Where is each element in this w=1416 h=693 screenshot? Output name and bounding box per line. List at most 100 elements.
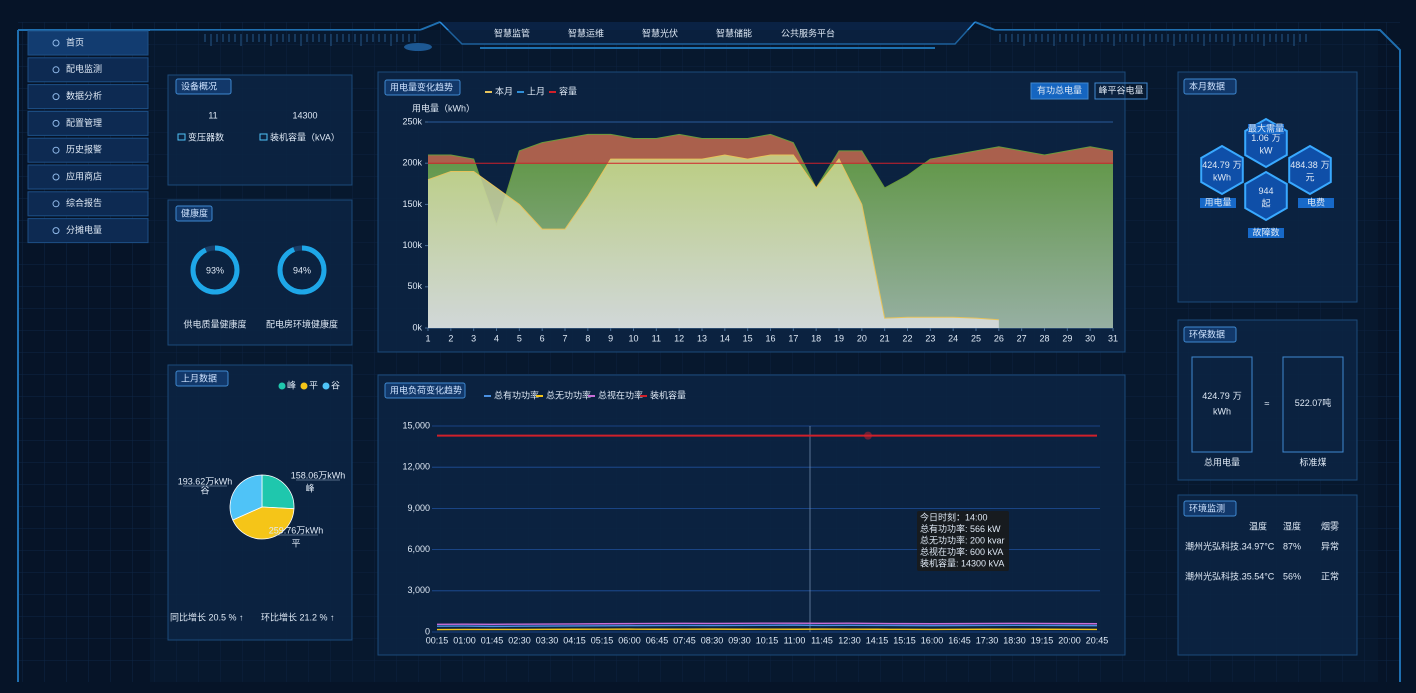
- nav-label: 历史报警: [66, 144, 102, 155]
- x-tick-label: 30: [1085, 333, 1095, 343]
- nav-item[interactable]: [27, 110, 149, 136]
- donut-arc: [277, 245, 327, 295]
- x-tick-label: 20:00: [1058, 635, 1081, 645]
- legend-label: 上月: [527, 86, 545, 96]
- legend-dot: [278, 382, 286, 390]
- button-label[interactable]: 有功总电量: [1037, 84, 1082, 95]
- area-over-capacity: [428, 134, 1113, 164]
- table-cell: 潮州光弘科技...: [1185, 540, 1247, 551]
- title-tag: [1183, 326, 1237, 343]
- nav-label: 数据分析: [66, 90, 102, 101]
- table-cell: 异常: [1321, 540, 1339, 551]
- device-value: 11: [208, 110, 217, 120]
- nav-label: 配电监测: [66, 63, 102, 74]
- pie-slice: [232, 506, 295, 540]
- nav-item[interactable]: [27, 191, 149, 217]
- hover-dot: [864, 431, 872, 440]
- tooltip-line: 今日时刻：14:00: [920, 511, 988, 522]
- tab[interactable]: 智慧监管: [494, 27, 530, 38]
- button[interactable]: [1030, 82, 1089, 100]
- nav-label: 应用商店: [66, 170, 102, 181]
- tab[interactable]: 智慧光伏: [642, 27, 678, 38]
- x-tick-label: 17:30: [976, 635, 999, 645]
- nav-item[interactable]: [27, 164, 149, 190]
- box: [1282, 356, 1344, 453]
- table-header: 温度: [1249, 520, 1267, 531]
- y-tick-label: 9,000: [407, 503, 430, 513]
- x-tick-label: 01:45: [481, 635, 504, 645]
- legend-label: 总视在功率: [598, 389, 643, 400]
- nav-item[interactable]: [27, 57, 149, 83]
- device-label: 变压器数: [188, 131, 224, 142]
- y-tick-label: 15,000: [402, 420, 430, 430]
- device-icon: [259, 133, 268, 141]
- x-tick-label: 16:45: [948, 635, 971, 645]
- x-tick-label: 03:30: [536, 635, 559, 645]
- nav-label: 配置管理: [66, 117, 102, 128]
- nav-icon: [52, 227, 60, 235]
- pie-category-label: 平: [291, 538, 300, 548]
- hex-unit: 起: [1261, 198, 1270, 208]
- x-tick-label: 09:30: [728, 635, 751, 645]
- tab[interactable]: 智慧运维: [568, 27, 604, 38]
- growth: 同比增长 20.5 % ↑: [170, 611, 244, 622]
- x-tick-label: 01:00: [453, 635, 476, 645]
- button[interactable]: [1094, 82, 1148, 100]
- unit: 万: [1272, 133, 1281, 143]
- title-tag: [1183, 78, 1237, 95]
- pie-value-label: 193.62万kWh: [178, 476, 233, 486]
- x-tick-label: 10:15: [756, 635, 779, 645]
- pie-category-label: 谷: [200, 485, 209, 495]
- button-label[interactable]: 峰平谷电量: [1098, 84, 1143, 95]
- nav-item[interactable]: [27, 30, 149, 56]
- pie-category-label: 峰: [305, 483, 314, 493]
- growth: 环比增长 21.2 % ↑: [261, 611, 335, 622]
- tab[interactable]: 智慧储能: [716, 27, 752, 38]
- device-value: 14300: [292, 110, 317, 120]
- donut-label: 94%: [293, 265, 311, 275]
- table-cell: 56%: [1283, 571, 1301, 581]
- legend-label: 谷: [331, 380, 340, 390]
- y-tick-label: 3,000: [407, 585, 430, 595]
- x-tick-label: 21: [880, 333, 890, 343]
- x-tick-label: 17: [788, 333, 798, 343]
- nav-item[interactable]: [27, 137, 149, 163]
- env-value: 522.07吨: [1295, 397, 1332, 408]
- x-tick-label: 15: [743, 333, 753, 343]
- axis-title: 用电量（kWh）: [412, 102, 475, 113]
- donut-caption: 配电房环境健康度: [266, 318, 338, 329]
- box: [1191, 356, 1253, 453]
- x-tick-label: 20:45: [1086, 635, 1109, 645]
- panel-title: 健康度: [181, 207, 208, 218]
- title-tag: [175, 78, 232, 95]
- nav-item[interactable]: [27, 218, 149, 244]
- donut-label: 93%: [206, 265, 224, 275]
- title-tag: [175, 205, 213, 222]
- rulers: [204, 34, 1307, 51]
- panel-title: 设备概况: [181, 80, 217, 91]
- tab[interactable]: 公共服务平台: [781, 27, 835, 38]
- frame: [17, 21, 1401, 682]
- nav-item[interactable]: [27, 84, 149, 110]
- hex-label: 电费: [1307, 196, 1325, 207]
- y-tick-label: 100k: [402, 240, 422, 250]
- legend-dot: [322, 382, 330, 390]
- x-tick-label: 14: [720, 333, 730, 343]
- x-tick-label: 8: [585, 333, 590, 343]
- x-tick-label: 22: [902, 333, 912, 343]
- panel: [167, 199, 353, 346]
- x-tick-label: 29: [1062, 333, 1072, 343]
- x-tick-label: 26: [994, 333, 1004, 343]
- nav-icon: [52, 173, 60, 181]
- legend-label: 容量: [559, 85, 577, 96]
- x-tick-label: 12: [674, 333, 684, 343]
- hex: [1288, 144, 1332, 196]
- x-tick-label: 16: [765, 333, 775, 343]
- area: [428, 154, 999, 328]
- unit: 万: [1321, 160, 1330, 170]
- nav-icon: [52, 93, 60, 101]
- line: [436, 622, 1098, 626]
- title-tag: [384, 382, 466, 399]
- value: 424.79: [1202, 391, 1230, 401]
- table-header: 湿度: [1283, 520, 1301, 531]
